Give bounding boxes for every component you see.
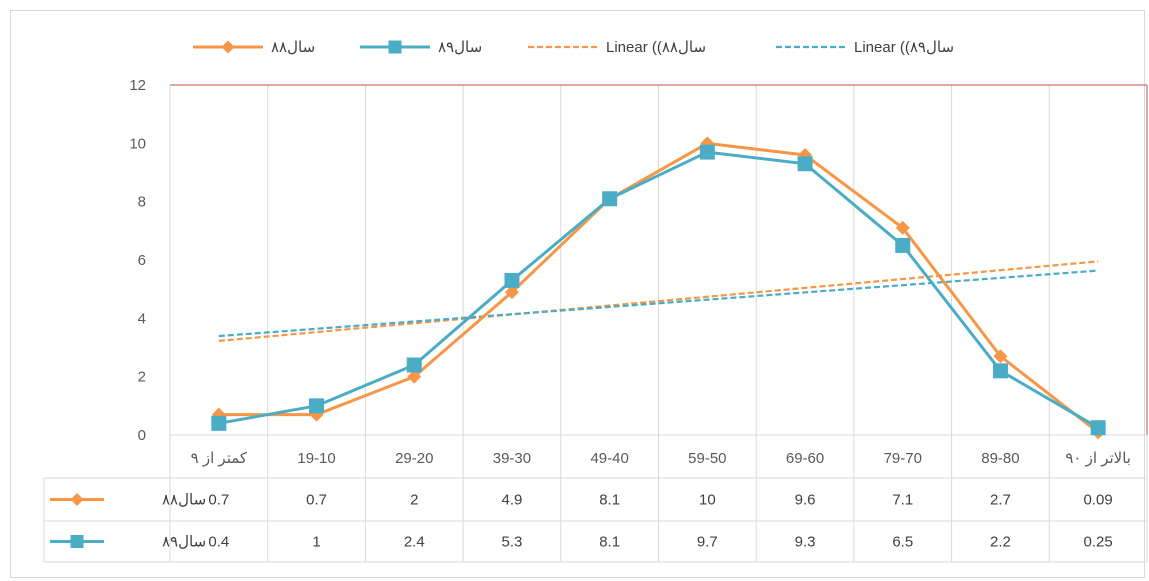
data-point-square bbox=[406, 357, 422, 373]
legend-label: Linear ((سال۸۹ bbox=[854, 39, 954, 56]
x-tick-label: کمتر از ۹ bbox=[191, 450, 248, 467]
data-point-diamond bbox=[70, 493, 84, 506]
y-tick-label: 8 bbox=[138, 194, 146, 211]
trendline bbox=[218, 260, 1099, 343]
data-point-diamond bbox=[993, 349, 1008, 364]
table-cell-value: 1 bbox=[312, 534, 320, 551]
table-cell-value: 0.09 bbox=[1084, 492, 1113, 509]
table-cell-value: 5.3 bbox=[502, 534, 523, 551]
y-tick-label: 6 bbox=[138, 252, 146, 269]
data-point-diamond bbox=[221, 40, 235, 54]
y-tick-label: 0 bbox=[138, 427, 146, 444]
table-series-name: سال۸۸ bbox=[162, 492, 206, 509]
x-tick-label: 29-20 bbox=[395, 450, 433, 467]
x-tick-label: 39-30 bbox=[493, 450, 531, 467]
series-line bbox=[218, 141, 1100, 434]
table-cell-value: 2 bbox=[410, 492, 418, 509]
chart-frame bbox=[10, 10, 1145, 578]
data-point-square bbox=[1090, 420, 1106, 436]
data-point-diamond bbox=[504, 285, 519, 300]
y-tick-label: 12 bbox=[129, 77, 146, 94]
table-cell-value: 6.5 bbox=[892, 534, 913, 551]
table-cell-value: 9.6 bbox=[795, 492, 816, 509]
table-series-name: سال۸۹ bbox=[162, 534, 206, 551]
table-cell-value: 9.7 bbox=[697, 534, 718, 551]
legend: سال۸۸ سال۸۹ Linear ((سال۸۸ Linear ((سال۸۹ bbox=[193, 39, 954, 56]
y-tick-label: 4 bbox=[138, 310, 146, 327]
x-tick-label: بالاتر از ۹۰ bbox=[1065, 450, 1131, 467]
data-point-square bbox=[211, 415, 227, 431]
data-point-square bbox=[895, 237, 911, 253]
table-cell-value: 2.7 bbox=[990, 492, 1011, 509]
table-cell-value: 2.2 bbox=[990, 534, 1011, 551]
table-cell-value: 0.25 bbox=[1084, 534, 1113, 551]
data-point-square bbox=[309, 398, 325, 414]
table-cell-value: 0.4 bbox=[208, 534, 229, 551]
legend-label: سال۸۹ bbox=[438, 39, 482, 56]
y-axis-ticks: 0 2 4 6 8 10 12 bbox=[129, 77, 146, 444]
x-tick-label: 19-10 bbox=[297, 450, 335, 467]
series-line bbox=[218, 150, 1099, 430]
table-cell-value: 10 bbox=[699, 492, 716, 509]
data-point-square bbox=[797, 156, 813, 172]
data-point-square bbox=[70, 535, 84, 548]
data-point-square bbox=[388, 40, 402, 54]
table-cell-value: 7.1 bbox=[892, 492, 913, 509]
table-cell-value: 0.7 bbox=[208, 492, 229, 509]
data-point-square bbox=[699, 144, 715, 160]
data-point-diamond bbox=[895, 220, 910, 235]
series-lines bbox=[211, 136, 1106, 440]
table-cell-value: 8.1 bbox=[599, 534, 620, 551]
grid-lines bbox=[169, 84, 1148, 436]
table-cell-value: 4.9 bbox=[502, 492, 523, 509]
data-point-square bbox=[992, 363, 1008, 379]
table-cell-value: 9.3 bbox=[795, 534, 816, 551]
legend-label: Linear ((سال۸۸ bbox=[606, 39, 706, 56]
data-point-square bbox=[602, 191, 618, 207]
y-tick-label: 10 bbox=[129, 135, 146, 152]
table-cell-value: 8.1 bbox=[599, 492, 620, 509]
data-point-diamond bbox=[407, 369, 422, 384]
table-cell-value: 2.4 bbox=[404, 534, 425, 551]
data-table: کمتر از ۹ 19-10 29-20 39-30 49-40 59-50 69-60 7… bbox=[43, 435, 1148, 563]
trendline bbox=[218, 269, 1099, 338]
data-point-square bbox=[504, 272, 520, 288]
legend-label: سال۸۸ bbox=[271, 39, 315, 56]
x-tick-label: 59-50 bbox=[688, 450, 726, 467]
x-tick-label: 69-60 bbox=[786, 450, 824, 467]
x-tick-label: 89-80 bbox=[981, 450, 1019, 467]
trendlines bbox=[218, 260, 1099, 343]
table-cell-value: 0.7 bbox=[306, 492, 327, 509]
y-tick-label: 2 bbox=[138, 369, 146, 386]
x-tick-label: 79-70 bbox=[884, 450, 922, 467]
x-tick-label: 49-40 bbox=[590, 450, 628, 467]
